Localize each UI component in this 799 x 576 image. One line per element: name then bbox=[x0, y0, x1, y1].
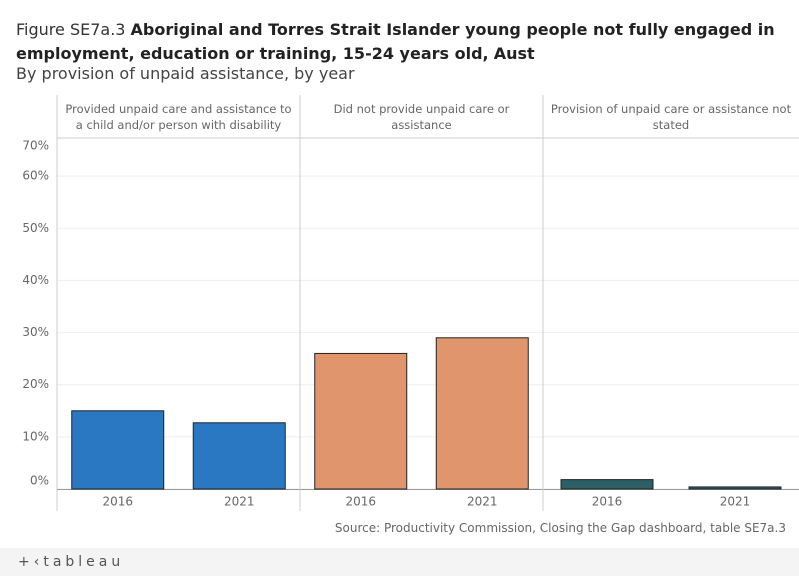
bar bbox=[71, 410, 165, 490]
x-tick-label: 2021 bbox=[720, 495, 751, 509]
footer: +‹tableau bbox=[0, 548, 799, 576]
panel-header: Provided unpaid care and assistance to a… bbox=[65, 102, 292, 132]
x-tick-label: 2016 bbox=[345, 495, 376, 509]
title-prefix: Figure SE7a.3 bbox=[16, 20, 126, 39]
chart-title: Figure SE7a.3 Aboriginal and Torres Stra… bbox=[16, 18, 786, 66]
y-tick-label: 10% bbox=[22, 429, 49, 443]
y-tick-label: 60% bbox=[22, 169, 49, 183]
plot: 0% 10% 20% 30% 40% 50% 60% 70% 2016 2021 2016 2021 2… bbox=[22, 95, 799, 511]
title-region: Aust bbox=[493, 44, 535, 63]
brand[interactable]: +‹tableau bbox=[18, 554, 125, 570]
bar bbox=[435, 337, 529, 490]
y-tick-label: 70% bbox=[22, 139, 49, 153]
bar bbox=[192, 422, 286, 490]
y-tick-label: 30% bbox=[22, 325, 49, 339]
y-tick-label: 50% bbox=[22, 221, 49, 235]
y-tick-label: 0% bbox=[30, 474, 49, 488]
y-tick-label: 20% bbox=[22, 377, 49, 391]
x-tick-label: 2021 bbox=[224, 495, 255, 509]
panel-header: Provision of unpaid care or assistance n… bbox=[550, 102, 792, 132]
x-tick-label: 2016 bbox=[102, 495, 133, 509]
y-tick-label: 40% bbox=[22, 273, 49, 287]
bar bbox=[560, 479, 654, 490]
x-tick-label: 2021 bbox=[467, 495, 498, 509]
title-main: Aboriginal and Torres Strait Islander yo… bbox=[16, 20, 775, 63]
x-tick-label: 2016 bbox=[592, 495, 623, 509]
bar bbox=[314, 352, 408, 490]
panel-header: Did not provide unpaid care or assistanc… bbox=[333, 102, 510, 132]
bar bbox=[688, 486, 782, 490]
source-note: Source: Productivity Commission, Closing… bbox=[334, 521, 786, 535]
chart-subtitle: By provision of unpaid assistance, by ye… bbox=[16, 64, 355, 83]
